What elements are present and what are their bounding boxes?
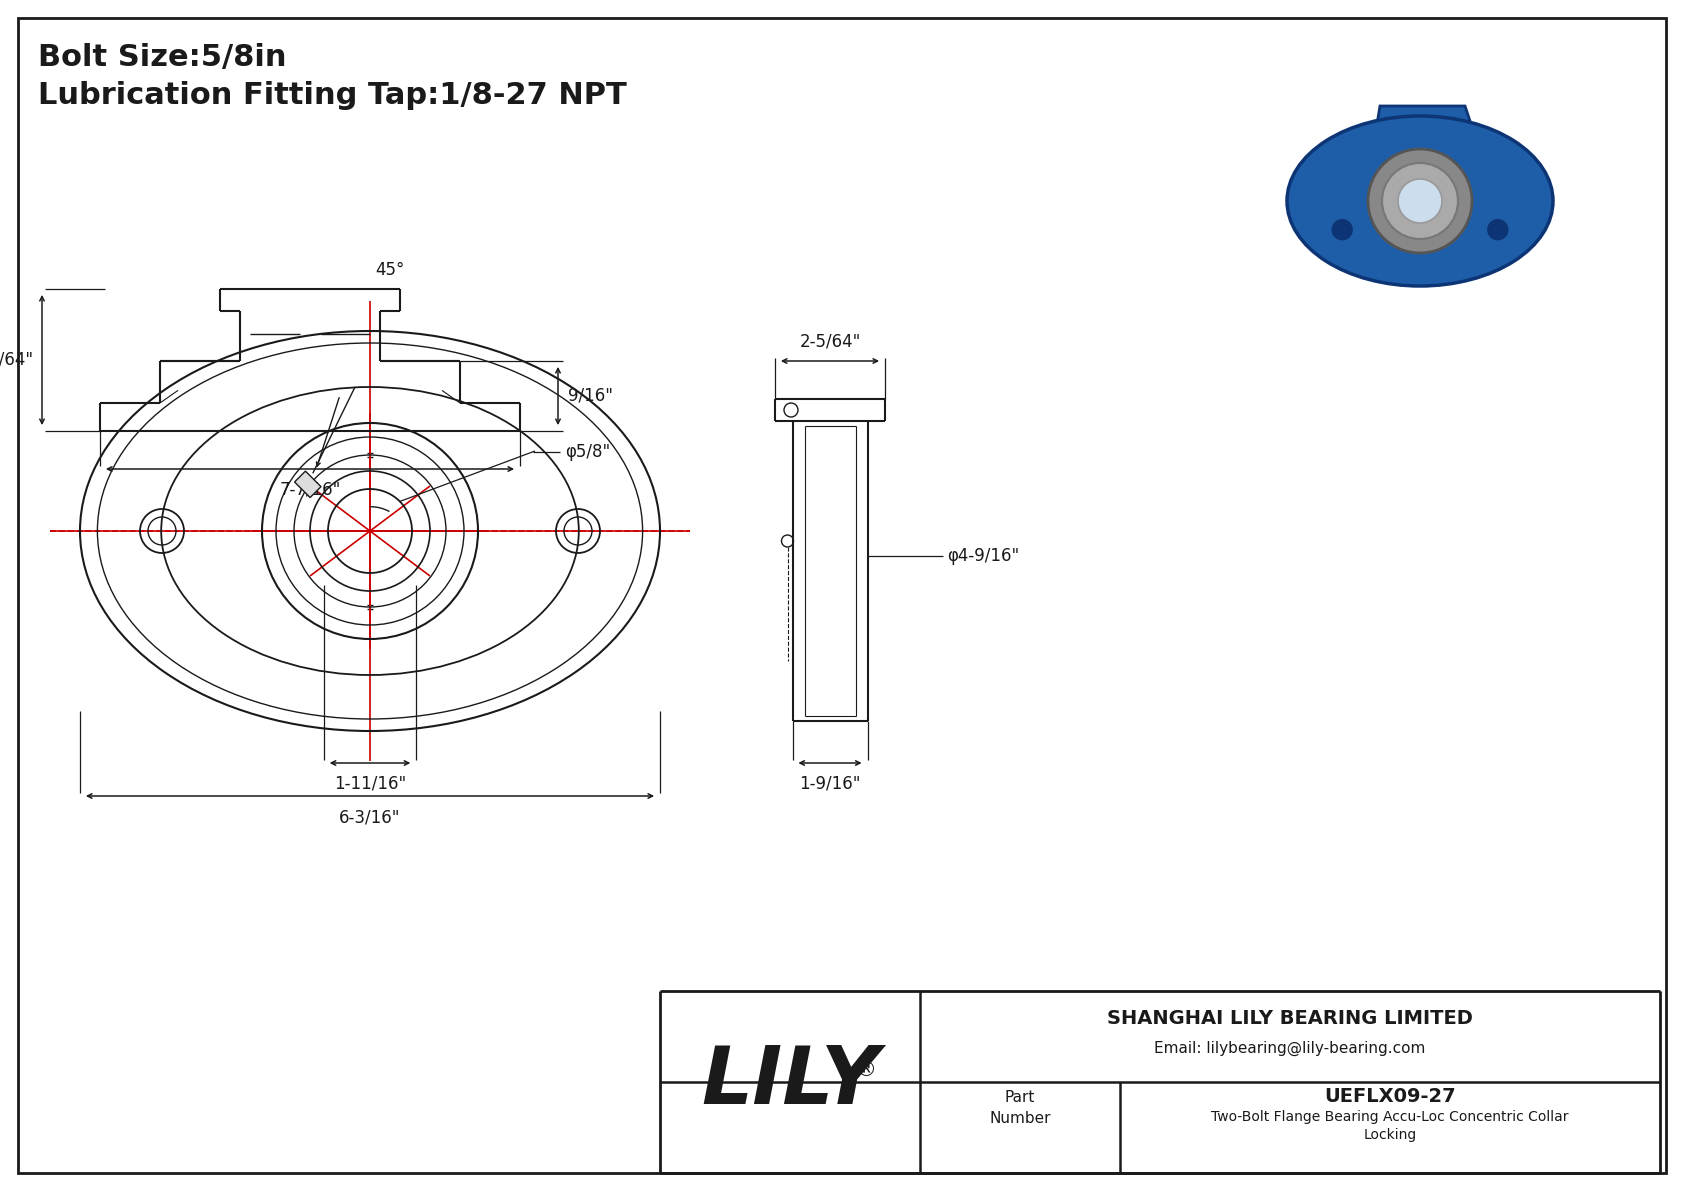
- Polygon shape: [1276, 81, 1585, 301]
- Ellipse shape: [1287, 116, 1553, 286]
- Circle shape: [1398, 179, 1442, 223]
- Text: Locking: Locking: [1364, 1128, 1416, 1142]
- Ellipse shape: [1474, 211, 1522, 249]
- Text: Lubrication Fitting Tap:1/8-27 NPT: Lubrication Fitting Tap:1/8-27 NPT: [39, 81, 626, 110]
- Circle shape: [1332, 219, 1352, 239]
- Text: ®: ®: [855, 1060, 876, 1080]
- Text: 1-9/16": 1-9/16": [800, 775, 861, 793]
- Text: 6-3/16": 6-3/16": [338, 807, 401, 827]
- Circle shape: [1383, 163, 1458, 239]
- Text: 9/16": 9/16": [568, 387, 613, 405]
- Circle shape: [1489, 219, 1507, 239]
- Text: φ5/8": φ5/8": [566, 443, 610, 461]
- Text: Email: lilybearing@lily-bearing.com: Email: lilybearing@lily-bearing.com: [1154, 1041, 1426, 1056]
- Polygon shape: [295, 472, 322, 498]
- Text: 7-7/16": 7-7/16": [280, 481, 340, 499]
- Text: Two-Bolt Flange Bearing Accu-Loc Concentric Collar: Two-Bolt Flange Bearing Accu-Loc Concent…: [1211, 1110, 1569, 1124]
- Text: 1-11/16": 1-11/16": [333, 775, 406, 793]
- Text: Part
Number: Part Number: [989, 1090, 1051, 1125]
- Text: 45°: 45°: [376, 261, 404, 279]
- Ellipse shape: [1319, 211, 1366, 249]
- Circle shape: [1367, 149, 1472, 252]
- Text: 2-5/64": 2-5/64": [800, 333, 861, 351]
- Text: SHANGHAI LILY BEARING LIMITED: SHANGHAI LILY BEARING LIMITED: [1106, 1009, 1474, 1028]
- Text: LILY: LILY: [701, 1043, 879, 1121]
- Text: 2-13/64": 2-13/64": [0, 351, 34, 369]
- Polygon shape: [1376, 106, 1475, 136]
- Text: Bolt Size:5/8in: Bolt Size:5/8in: [39, 43, 286, 71]
- Text: φ4-9/16": φ4-9/16": [948, 547, 1021, 565]
- Text: UEFLX09-27: UEFLX09-27: [1324, 1087, 1455, 1106]
